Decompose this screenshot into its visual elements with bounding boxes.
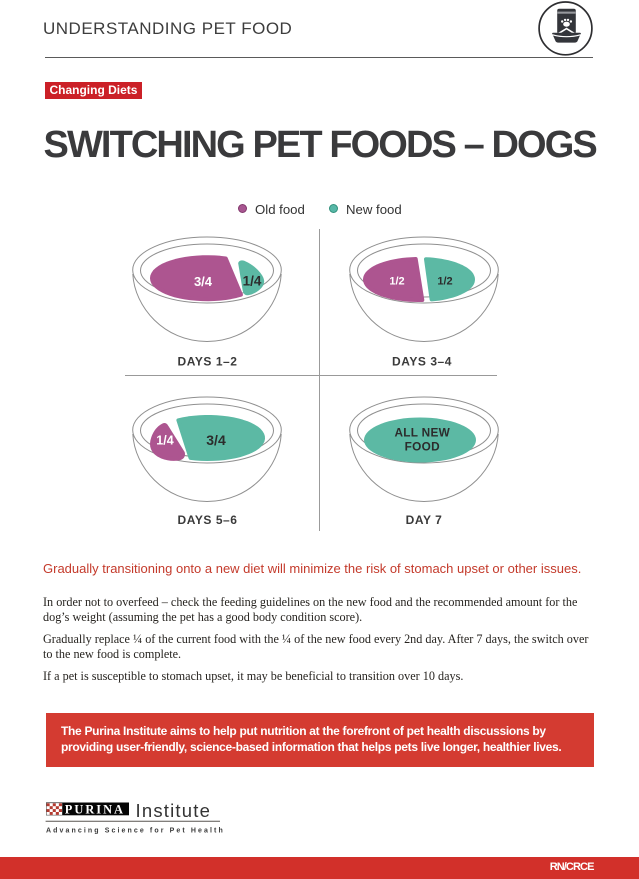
svg-text:DAYS 3–4: DAYS 3–4 [392,355,452,369]
svg-text:PURINA: PURINA [65,802,125,816]
svg-text:3/4: 3/4 [194,274,213,289]
svg-text:ALL NEW: ALL NEW [394,425,450,439]
svg-text:1/4: 1/4 [156,434,173,448]
svg-text:Advancing Science for Pet Heal: Advancing Science for Pet Health [46,827,225,834]
svg-text:DAYS 5–6: DAYS 5–6 [178,513,238,527]
svg-text:DAYS 1–2: DAYS 1–2 [178,355,238,369]
svg-text:1/2: 1/2 [389,276,404,288]
svg-text:1/2: 1/2 [437,276,452,288]
svg-text:FOOD: FOOD [405,440,440,454]
svg-text:1/4: 1/4 [243,274,262,289]
svg-text:Institute: Institute [136,800,212,821]
svg-text:3/4: 3/4 [206,432,226,448]
svg-text:DAY 7: DAY 7 [406,513,443,527]
